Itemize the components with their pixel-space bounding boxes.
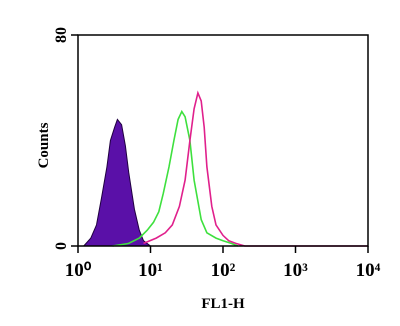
x-tick-label: 10⁴	[356, 260, 381, 281]
y-axis-label: Counts	[36, 122, 52, 168]
y-tick-label: 80	[53, 27, 70, 43]
histogram-line	[143, 90, 368, 247]
x-tick-label: 10³	[283, 260, 308, 281]
x-tick-label: 10²	[211, 260, 236, 281]
x-tick-label: 10¹	[138, 260, 163, 281]
x-tick-label: 10⁰	[65, 260, 92, 281]
histogram-line	[112, 109, 239, 247]
y-tick-label: 0	[53, 242, 70, 250]
x-axis-label: FL1-H	[201, 296, 245, 312]
